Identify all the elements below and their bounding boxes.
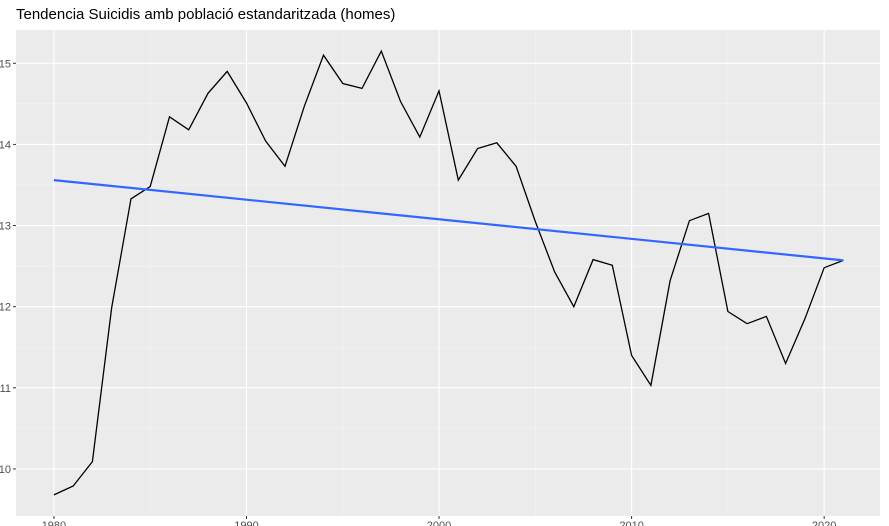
y-tick-label: 13 (0, 221, 11, 233)
data-line (53, 49, 844, 496)
x-tick-label: 2000 (427, 520, 451, 526)
y-tick-label: 10 (0, 464, 11, 476)
y-tick-label: 11 (0, 383, 11, 395)
y-tick-label: 12 (0, 302, 11, 314)
panel (16, 30, 880, 516)
x-tick-label: 2020 (812, 520, 836, 526)
trend-line (53, 179, 844, 262)
x-tick-label: 1980 (42, 520, 66, 526)
y-tick-label: 14 (0, 139, 11, 151)
x-tick-label: 2010 (619, 520, 643, 526)
y-tick-label: 15 (0, 58, 11, 70)
chart-title: Tendencia Suicidis amb població estandar… (16, 6, 395, 23)
x-tick-label: 1990 (234, 520, 258, 526)
